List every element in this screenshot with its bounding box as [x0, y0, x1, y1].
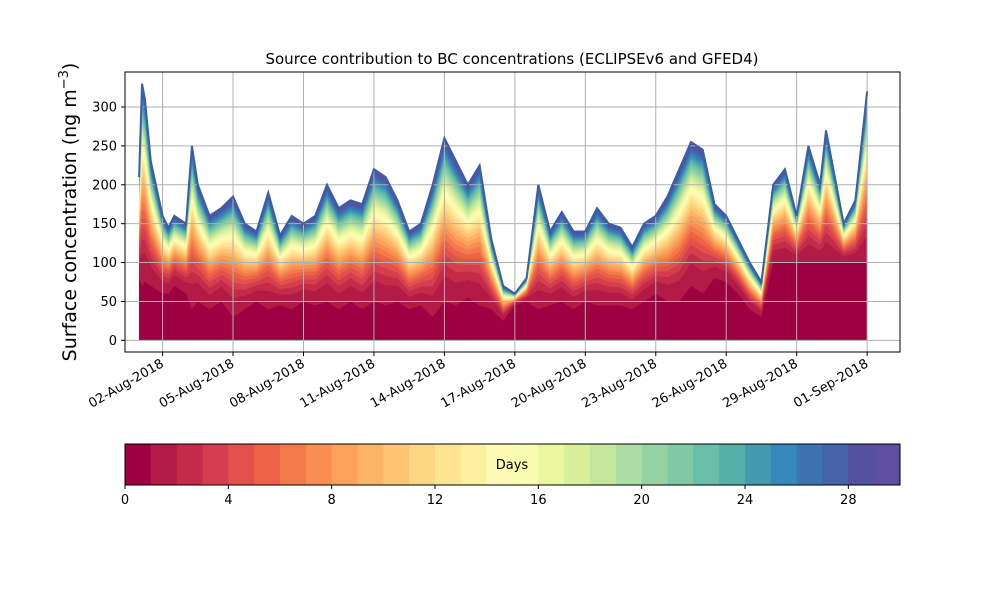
- y-axis-label: Surface concentration (ng m−3): [57, 63, 81, 362]
- colorbar-ticks: 0 4 8 12 16 20 24 28: [121, 485, 857, 508]
- colorbar-cell: [719, 444, 746, 485]
- y-tick-label: 0: [109, 334, 117, 349]
- colorbar-tick-label: 12: [427, 493, 444, 508]
- colorbar-cell: [641, 444, 668, 485]
- colorbar-cell: [460, 444, 488, 485]
- y-tick-label: 250: [92, 139, 117, 154]
- colorbar-cell: [176, 444, 203, 485]
- colorbar-tick-label: 20: [633, 493, 650, 508]
- colorbar-cell: [357, 444, 384, 485]
- area-layer-day-1: [139, 262, 868, 341]
- total-concentration-line: [138, 83, 869, 296]
- colorbar-cell: [693, 444, 720, 485]
- colorbar-cell: [538, 444, 565, 485]
- colorbar-tick-label: 16: [530, 493, 547, 508]
- colorbar-cell: [280, 444, 307, 485]
- colorbar-cell: [590, 444, 617, 485]
- colorbar-cell: [486, 444, 513, 485]
- colorbar-cell: [770, 444, 798, 485]
- colorbar-cell: [667, 444, 694, 485]
- y-tick-label: 150: [92, 217, 117, 232]
- colorbar-frame: [124, 443, 901, 486]
- colorbar-cell: [796, 444, 823, 485]
- colorbar-cell: [564, 444, 591, 485]
- y-axis-label-main: Surface concentration (ng m: [59, 89, 81, 361]
- colorbar-cells: [125, 444, 901, 485]
- colorbar-cell: [305, 444, 333, 485]
- colorbar-cell: [822, 444, 849, 485]
- colorbar-cell: [745, 444, 772, 485]
- colorbar-cell: [383, 444, 410, 485]
- colorbar-cell: [615, 444, 643, 485]
- colorbar-tick-label: 8: [328, 493, 336, 508]
- colorbar-cell: [228, 444, 255, 485]
- colorbar-cell: [848, 444, 875, 485]
- colorbar-label: Days: [496, 458, 529, 473]
- y-axis-label-superscript: −3: [57, 70, 72, 89]
- colorbar-cell: [125, 444, 152, 485]
- colorbar: Days 0 4 8 12 16 20 24 28: [121, 443, 901, 508]
- y-tick-label: 300: [92, 101, 117, 116]
- colorbar-tick-label: 24: [737, 493, 754, 508]
- colorbar-cell: [435, 444, 462, 485]
- y-tick-label: 50: [100, 295, 117, 310]
- chart-title: Source contribution to BC concentrations…: [265, 50, 758, 68]
- plot-frame: [124, 71, 901, 353]
- y-axis-ticks: 0 50 100 150 200 250 300: [92, 101, 125, 349]
- colorbar-cell: [874, 444, 901, 485]
- colorbar-tick-label: 28: [840, 493, 857, 508]
- colorbar-cell: [409, 444, 436, 485]
- colorbar-cell: [331, 444, 358, 485]
- y-tick-label: 100: [92, 256, 117, 271]
- colorbar-tick-label: 4: [224, 493, 232, 508]
- colorbar-tick-label: 0: [121, 493, 129, 508]
- colorbar-cell: [150, 444, 178, 485]
- colorbar-cell: [254, 444, 281, 485]
- y-axis-label-close: ): [59, 63, 81, 70]
- colorbar-cell: [202, 444, 229, 485]
- colorbar-cell: [512, 444, 539, 485]
- y-tick-label: 200: [92, 178, 117, 193]
- stacked-areas: [139, 83, 868, 341]
